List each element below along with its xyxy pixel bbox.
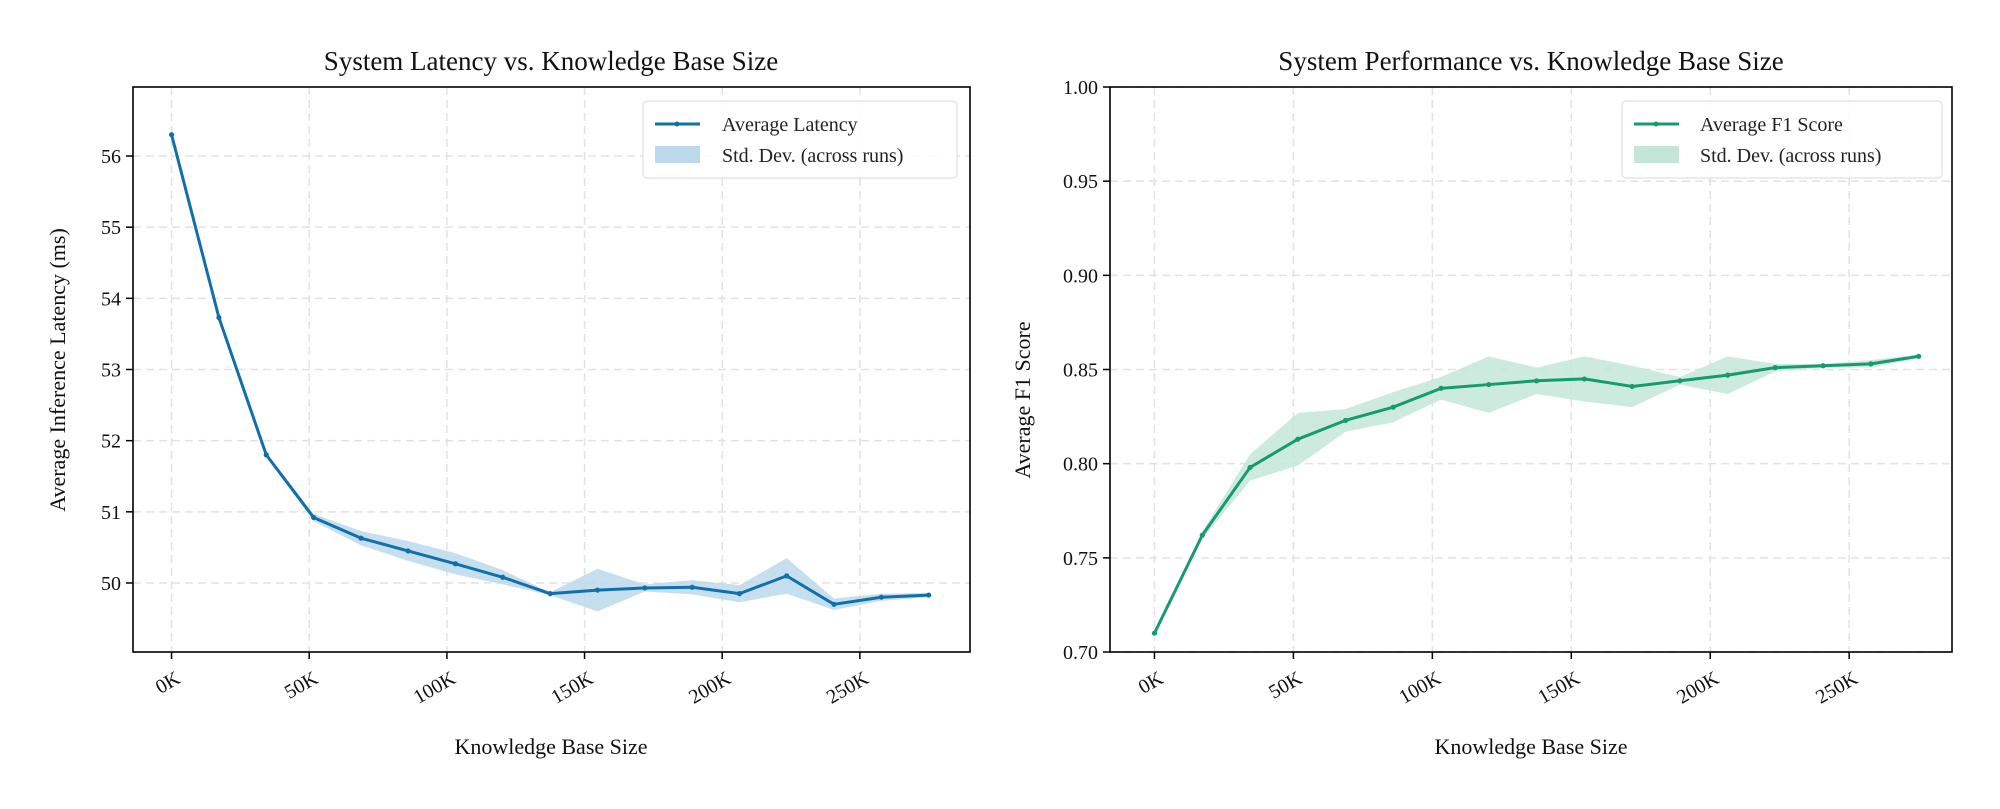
legend-band-label: Std. Dev. (across runs): [1700, 145, 1881, 167]
data-point: [926, 592, 932, 598]
x-tick-label: 0K: [1135, 667, 1168, 699]
data-point: [1533, 378, 1540, 384]
data-point: [547, 591, 553, 597]
data-point: [500, 574, 506, 580]
data-point: [1772, 365, 1778, 371]
std-dev-band: [1154, 354, 1919, 634]
x-tick-label: 250K: [823, 667, 873, 709]
y-tick-label: 0.70: [1063, 642, 1098, 664]
y-tick-label: 0.75: [1063, 548, 1098, 570]
legend-series-label: Average F1 Score: [1700, 114, 1843, 136]
data-point: [1629, 383, 1635, 390]
y-tick-label: 0.85: [1063, 360, 1098, 382]
std-dev-band: [171, 134, 929, 612]
legend-marker: [1653, 121, 1659, 127]
data-point: [831, 601, 837, 607]
data-point: [311, 514, 317, 521]
legend-band-label: Std. Dev. (across runs): [722, 145, 903, 167]
f1-score-chart: System Performance vs. Knowledge Base Si…: [1010, 46, 1953, 759]
x-axis-label: Knowledge Base Size: [1434, 734, 1627, 759]
data-point: [358, 535, 364, 541]
data-point: [1868, 361, 1874, 367]
y-tick-label: 52: [101, 431, 121, 453]
x-tick-label: 50K: [281, 667, 322, 704]
data-point: [1390, 404, 1396, 410]
x-tick-label: 0K: [152, 667, 185, 699]
x-tick-label: 150K: [548, 667, 598, 709]
legend-band-swatch: [1634, 146, 1679, 163]
data-point: [1581, 376, 1587, 382]
data-point: [168, 132, 175, 138]
legend-band-swatch: [655, 146, 700, 163]
x-tick-label: 100K: [1395, 667, 1445, 709]
y-tick-label: 56: [101, 146, 121, 168]
data-point: [1295, 436, 1301, 442]
y-tick-label: 51: [101, 502, 121, 524]
data-point: [736, 591, 743, 597]
chart-title: System Latency vs. Knowledge Base Size: [324, 46, 778, 76]
data-point: [1199, 532, 1205, 538]
data-point: [1677, 378, 1683, 384]
data-point: [405, 548, 411, 554]
y-tick-label: 0.90: [1063, 265, 1098, 287]
data-point: [1151, 630, 1158, 636]
y-tick-label: 0.95: [1063, 171, 1098, 193]
y-axis-label: Average F1 Score: [1010, 321, 1035, 478]
data-point: [1725, 372, 1731, 378]
data-point: [1916, 353, 1922, 359]
data-point: [263, 452, 269, 458]
y-axis-label: Average Inference Latency (ms): [45, 228, 70, 512]
x-tick-label: 200K: [1673, 667, 1723, 709]
x-axis-label: Knowledge Base Size: [454, 734, 647, 759]
x-tick-label: 250K: [1812, 667, 1862, 709]
data-point: [689, 584, 695, 590]
series-line: [1153, 354, 1919, 634]
x-tick-label: 150K: [1534, 667, 1584, 709]
legend-marker: [674, 121, 680, 127]
data-point: [784, 573, 790, 579]
y-tick-label: 0.80: [1063, 454, 1098, 476]
data-point: [1486, 381, 1492, 388]
y-tick-label: 50: [101, 573, 121, 595]
data-point: [1438, 385, 1444, 391]
data-point: [1343, 417, 1349, 423]
plot-area: 0K 50K 100K 150K 200K 250K 50 51 52 53 54 55 56: [101, 86, 971, 709]
data-point: [642, 585, 648, 591]
x-tick-label: 100K: [410, 667, 460, 709]
data-point: [452, 561, 459, 567]
data-point: [594, 587, 601, 593]
y-tick-label: 53: [101, 360, 121, 382]
legend: Average Latency Std. Dev. (across runs): [642, 100, 958, 179]
chart-title: System Performance vs. Knowledge Base Si…: [1278, 46, 1783, 76]
y-tick-label: 1.00: [1063, 77, 1098, 99]
y-tick-label: 54: [101, 288, 121, 310]
x-tick-label: 200K: [685, 667, 735, 709]
legend: Average F1 Score Std. Dev. (across runs): [1621, 100, 1943, 179]
data-point: [216, 314, 222, 321]
data-point: [1247, 464, 1253, 471]
data-point: [878, 594, 884, 600]
latency-chart: System Latency vs. Knowledge Base Size K…: [45, 46, 971, 759]
x-tick-label: 50K: [1265, 667, 1306, 704]
legend-series-label: Average Latency: [722, 114, 858, 136]
data-point: [1820, 363, 1826, 369]
y-tick-label: 55: [101, 217, 121, 239]
